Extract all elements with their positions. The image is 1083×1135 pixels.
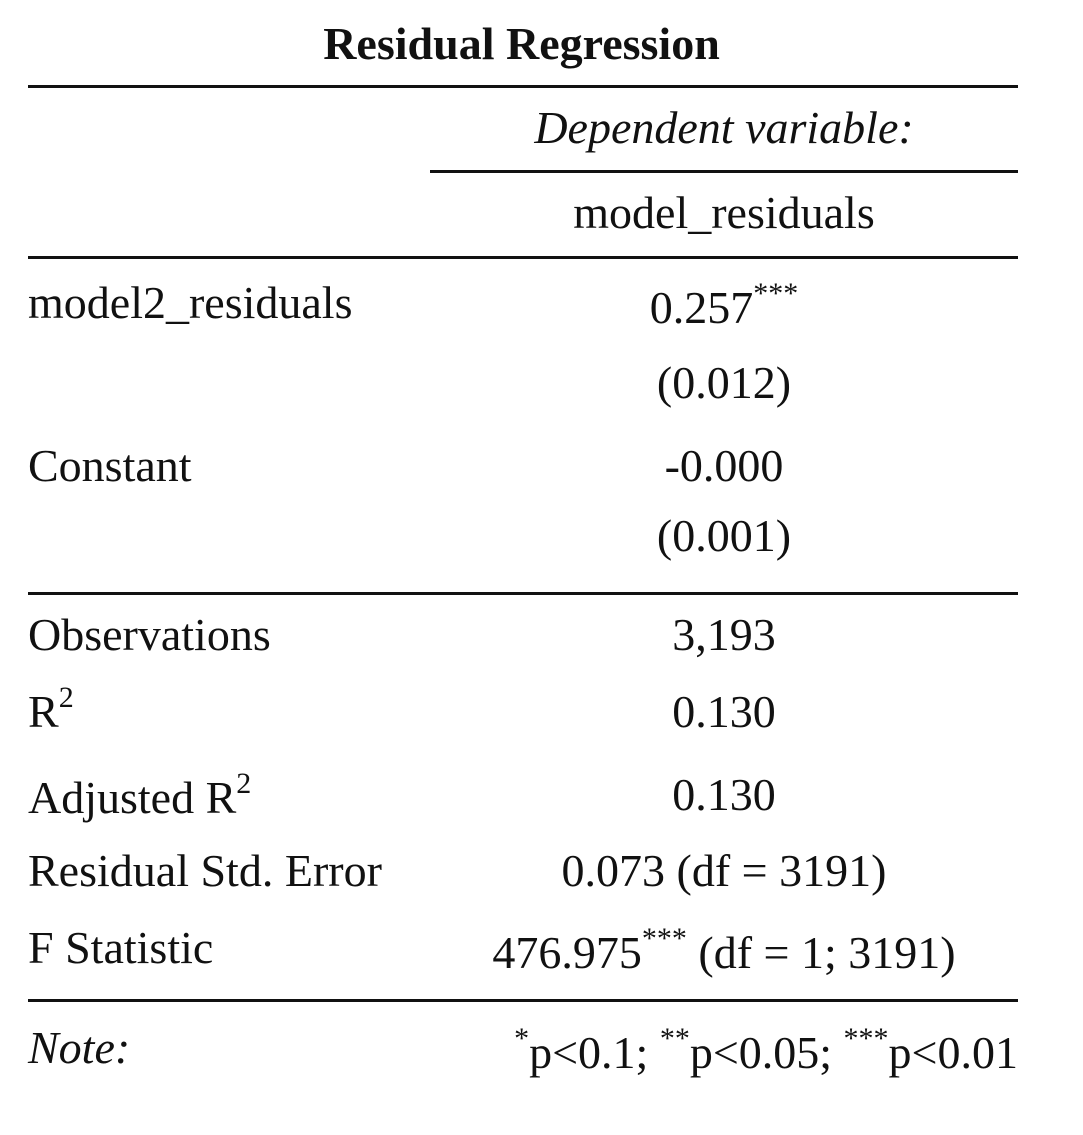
dependent-variable-name: model_residuals xyxy=(573,187,875,238)
coef-rule xyxy=(28,592,1018,595)
stat-rse-label: Residual Std. Error xyxy=(28,845,382,896)
coef-estimate-model2-residuals: 0.257*** xyxy=(430,276,1018,336)
stat-fstat-label: F Statistic xyxy=(28,922,214,973)
stat-r2-label: R2 xyxy=(28,680,74,740)
stat-observations-value: 3,193 xyxy=(672,609,776,660)
coef-estimate-constant: -0.000 xyxy=(430,438,1018,494)
note-label: Note: xyxy=(28,1022,131,1073)
note-star-2: ** xyxy=(659,1021,690,1055)
stat-adj-r2-value: 0.130 xyxy=(672,769,776,820)
stat-adj-r2-label: Adjusted R2 xyxy=(28,766,252,826)
stat-fstat-stars: *** xyxy=(641,921,687,955)
stat-observations-label: Observations xyxy=(28,609,271,660)
stat-fstat-value: 476.975*** (df = 1; 3191) xyxy=(430,921,1018,981)
table-title: Residual Regression xyxy=(323,18,720,69)
dependent-variable-rule xyxy=(430,170,1018,173)
note-p1: p<0.1; xyxy=(529,1027,660,1078)
note-star-1: * xyxy=(514,1021,530,1055)
note-p2: p<0.05; xyxy=(689,1027,844,1078)
dependent-variable-label: Dependent variable: xyxy=(534,102,914,153)
note-star-3: *** xyxy=(843,1021,889,1055)
top-rule xyxy=(28,85,1018,88)
coef-value: 0.257 xyxy=(649,282,754,333)
stat-adj-r2-text: Adjusted R xyxy=(28,772,237,823)
note-text: *p<0.1; **p<0.05; ***p<0.01 xyxy=(430,1021,1018,1081)
stat-adj-r2-sup: 2 xyxy=(236,766,252,800)
coef-se-constant: (0.001) xyxy=(656,510,792,561)
stat-rse-value: 0.073 (df = 3191) xyxy=(561,845,887,896)
coef-stars: *** xyxy=(753,276,799,310)
coef-name-model2-residuals: model2_residuals xyxy=(28,277,353,328)
coef-value: -0.000 xyxy=(664,440,784,491)
coef-se-model2-residuals: (0.012) xyxy=(656,357,792,408)
stat-r2-sup: 2 xyxy=(58,680,74,714)
header-rule xyxy=(28,256,1018,259)
stat-fstat-df: (df = 1; 3191) xyxy=(686,927,956,978)
note-p3: p<0.01 xyxy=(888,1027,1018,1078)
coef-name-constant: Constant xyxy=(28,440,192,491)
stat-fstat-number: 476.975 xyxy=(492,927,642,978)
stat-r2-text: R xyxy=(28,686,59,737)
stat-r2-value: 0.130 xyxy=(672,686,776,737)
bottom-rule xyxy=(28,999,1018,1002)
